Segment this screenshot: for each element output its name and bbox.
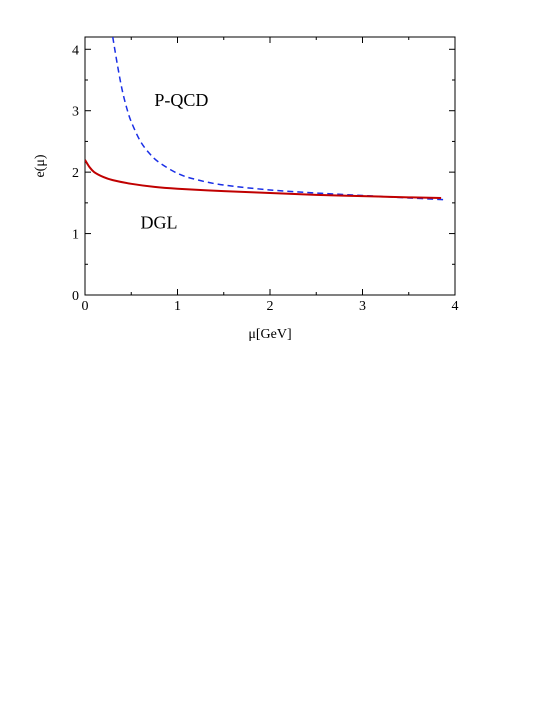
x-tick-label: 0	[82, 299, 89, 314]
plot-frame	[84, 36, 456, 296]
annotation-p-qcd: P-QCD	[154, 90, 208, 110]
y-tick-label: 0	[72, 289, 79, 304]
y-tick-label: 3	[72, 105, 79, 120]
series-line-p-qcd	[112, 37, 446, 201]
annotation-layer: P-QCD DGL	[141, 90, 209, 233]
y-axis-title: e(μ)	[33, 154, 48, 177]
annotation-dgl: DGL	[141, 213, 178, 233]
x-tick-label: 2	[267, 299, 274, 314]
y-tick-label: 4	[72, 43, 79, 58]
plot-area: 0 1 2 3 4 0 1 2 3 4	[72, 36, 459, 314]
x-tick-label: 4	[452, 299, 459, 314]
x-axis-title: μ[GeV]	[248, 327, 291, 342]
x-tick-label: 3	[359, 299, 366, 314]
series-layer	[85, 37, 446, 201]
series-line-dgl	[85, 159, 442, 199]
x-tick-label: 1	[174, 299, 181, 314]
y-tick-label: 1	[72, 228, 79, 243]
y-tick-label: 2	[72, 166, 79, 181]
